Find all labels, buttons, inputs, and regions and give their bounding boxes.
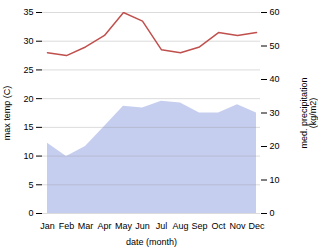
svg-text:60: 60 [270, 7, 280, 17]
svg-text:30: 30 [23, 36, 33, 46]
svg-text:Dec: Dec [248, 221, 265, 231]
svg-text:0: 0 [28, 208, 33, 218]
svg-text:40: 40 [270, 74, 280, 84]
svg-text:0: 0 [270, 208, 275, 218]
svg-text:Jan: Jan [40, 221, 55, 231]
svg-text:30: 30 [270, 108, 280, 118]
svg-text:Apr: Apr [97, 221, 111, 231]
svg-text:med. precipitation(kg/m2): med. precipitation(kg/m2) [299, 77, 318, 148]
svg-text:max temp (C): max temp (C) [2, 86, 12, 141]
svg-text:Feb: Feb [59, 221, 75, 231]
svg-text:Oct: Oct [211, 221, 226, 231]
svg-text:5: 5 [28, 180, 33, 190]
svg-text:Nov: Nov [229, 221, 246, 231]
svg-text:20: 20 [23, 94, 33, 104]
svg-text:date (month): date (month) [126, 237, 177, 247]
svg-text:Aug: Aug [172, 221, 188, 231]
svg-text:May: May [115, 221, 133, 231]
svg-text:20: 20 [270, 141, 280, 151]
svg-text:10: 10 [23, 151, 33, 161]
svg-text:15: 15 [23, 122, 33, 132]
svg-text:35: 35 [23, 7, 33, 17]
svg-text:Sep: Sep [191, 221, 207, 231]
svg-text:25: 25 [23, 65, 33, 75]
svg-text:Jun: Jun [135, 221, 150, 231]
svg-text:50: 50 [270, 41, 280, 51]
svg-text:10: 10 [270, 175, 280, 185]
svg-text:Jul: Jul [156, 221, 168, 231]
svg-text:Mar: Mar [78, 221, 94, 231]
